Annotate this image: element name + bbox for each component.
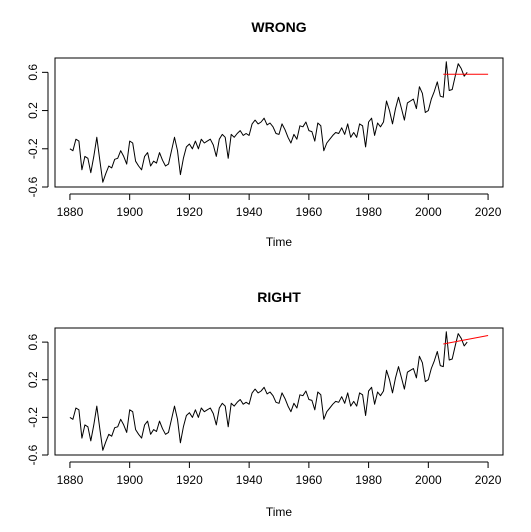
plot-frame <box>54 57 504 188</box>
x-tick-label: 1880 <box>57 473 84 487</box>
y-tick-label: -0.6 <box>26 444 40 465</box>
x-tick-label: 2000 <box>415 473 442 487</box>
x-tick-label: 1940 <box>236 473 263 487</box>
y-tick-label: -0.6 <box>26 176 40 197</box>
temperature-series-line <box>69 331 468 451</box>
x-tick-label: 1960 <box>296 205 323 219</box>
x-tick-label: 2000 <box>415 205 442 219</box>
chart-panel-1: WRONG 1880 1900 1920 1940 1960 1980 2000 2020 Tim… <box>26 19 504 249</box>
chart-title: WRONG <box>251 19 306 35</box>
x-tick-label: 2020 <box>475 473 502 487</box>
chart-title: RIGHT <box>257 289 301 305</box>
x-tick-label: 1920 <box>176 473 203 487</box>
temperature-series-line <box>69 61 468 183</box>
x-axis-label: Time <box>266 505 293 519</box>
x-tick-label: 1880 <box>57 205 84 219</box>
x-tick-label: 1900 <box>116 473 143 487</box>
y-tick-label: 0.6 <box>26 64 40 81</box>
y-tick-label: -0.2 <box>26 407 40 428</box>
x-tick-label: 1940 <box>236 205 263 219</box>
x-tick-label: 2020 <box>475 205 502 219</box>
y-tick-label: 0.2 <box>26 102 40 119</box>
x-tick-label: 1920 <box>176 205 203 219</box>
x-axis-label: Time <box>266 235 293 249</box>
y-tick-label: 0.2 <box>26 371 40 388</box>
x-tick-label: 1960 <box>296 473 323 487</box>
chart-panel-2: RIGHT 1880 1900 1920 1940 1960 1980 2000 2020 Tim… <box>26 289 504 519</box>
x-tick-label: 1980 <box>355 205 382 219</box>
forecast-series-line <box>443 335 489 345</box>
plot-frame <box>54 327 504 456</box>
x-tick-label: 1900 <box>116 205 143 219</box>
x-tick-label: 1980 <box>355 473 382 487</box>
y-tick-label: -0.2 <box>26 138 40 159</box>
y-tick-label: 0.6 <box>26 333 40 350</box>
